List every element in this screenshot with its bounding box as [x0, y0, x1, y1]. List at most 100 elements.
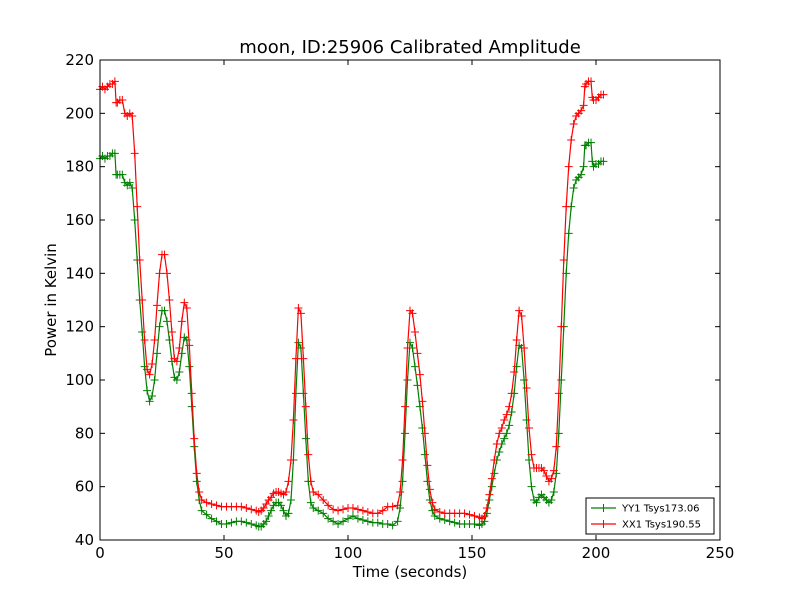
data-point-marker — [197, 496, 206, 504]
data-point-marker — [187, 389, 196, 398]
data-point-marker — [527, 482, 536, 491]
y-tick-label: 220 — [65, 51, 94, 69]
data-point-marker — [396, 488, 405, 496]
x-tick-label: 250 — [706, 544, 735, 562]
data-point-marker — [470, 520, 479, 528]
data-point-marker — [284, 509, 293, 518]
data-point-marker — [110, 149, 119, 158]
data-point-marker — [306, 477, 315, 486]
data-point-marker — [227, 518, 236, 527]
legend-marker — [599, 520, 608, 528]
data-point-marker — [490, 456, 499, 464]
data-point-marker — [299, 354, 308, 363]
data-point-marker — [177, 317, 186, 326]
data-point-marker — [319, 496, 328, 504]
legend-label: YY1 Tsys173.06 — [621, 504, 700, 515]
data-point-marker — [388, 521, 397, 530]
y-axis-title: Power in Kelvin — [42, 243, 60, 357]
data-point-marker — [401, 429, 410, 438]
data-point-marker — [155, 322, 164, 331]
data-point-marker — [423, 477, 432, 486]
data-point-marker — [482, 504, 491, 512]
data-point-marker — [502, 429, 511, 438]
data-point-marker — [242, 518, 251, 527]
data-point-marker — [435, 508, 444, 516]
data-point-marker — [289, 416, 298, 424]
data-point-marker — [564, 162, 573, 171]
data-point-marker — [140, 336, 149, 344]
data-point-marker — [286, 456, 295, 464]
data-point-marker — [420, 429, 429, 438]
data-point-marker — [373, 518, 382, 527]
data-point-marker — [579, 162, 588, 171]
data-point-marker — [190, 434, 199, 443]
data-point-marker — [329, 505, 338, 514]
data-point-marker — [143, 386, 152, 395]
x-tick-label: 200 — [582, 544, 611, 562]
data-point-marker — [410, 328, 419, 336]
data-point-marker — [339, 505, 348, 514]
data-point-marker — [247, 505, 256, 514]
data-point-marker — [522, 384, 531, 392]
data-point-marker — [172, 376, 181, 384]
data-point-marker — [552, 442, 561, 451]
legend: YY1 Tsys173.06 XX1 Tsys190.55 — [585, 497, 715, 535]
data-point-marker — [517, 312, 526, 320]
data-point-marker — [150, 376, 159, 384]
data-point-marker — [175, 368, 184, 376]
data-point-marker — [599, 90, 608, 99]
data-point-marker — [296, 344, 305, 352]
data-point-marker — [410, 362, 419, 371]
data-point-marker — [294, 338, 303, 347]
data-point-marker — [569, 184, 578, 192]
data-point-marker — [110, 77, 119, 86]
data-point-marker — [162, 269, 171, 278]
data-point-marker — [185, 341, 194, 350]
data-point-marker — [358, 516, 367, 524]
data-point-marker — [172, 357, 181, 366]
data-point-marker — [502, 410, 511, 419]
data-point-marker — [383, 520, 392, 528]
data-point-marker — [562, 202, 571, 211]
x-axis-title: Time (seconds) — [352, 563, 468, 581]
data-point-marker — [497, 424, 506, 432]
data-point-marker — [130, 149, 139, 158]
data-point-marker — [202, 498, 211, 507]
data-point-marker — [207, 514, 216, 523]
data-point-marker — [291, 389, 300, 398]
data-point-marker — [334, 520, 343, 528]
data-point-marker — [487, 474, 496, 483]
data-point-marker — [177, 349, 186, 358]
data-point-marker — [222, 520, 231, 528]
plot-area — [100, 60, 720, 540]
data-point-marker — [495, 448, 504, 456]
data-point-marker — [480, 512, 489, 520]
data-point-marker — [294, 304, 303, 312]
data-point-marker — [500, 434, 509, 443]
data-point-marker — [296, 309, 305, 318]
data-point-marker — [150, 336, 159, 344]
data-point-marker — [267, 506, 276, 515]
data-point-marker — [510, 368, 519, 376]
data-point-marker — [309, 504, 318, 512]
data-point-marker — [148, 360, 157, 368]
data-point-marker — [460, 509, 469, 518]
data-point-marker — [148, 392, 157, 400]
data-point-marker — [118, 96, 127, 104]
data-point-marker — [118, 170, 127, 179]
data-point-marker — [512, 336, 521, 344]
data-point-marker — [175, 344, 184, 352]
data-point-marker — [247, 520, 256, 528]
data-point-marker — [393, 517, 402, 526]
data-point-marker — [393, 501, 402, 510]
data-point-marker — [413, 381, 422, 390]
data-point-marker — [559, 256, 568, 264]
data-point-marker — [301, 402, 310, 411]
data-point-marker — [378, 506, 387, 515]
data-point-marker — [507, 389, 516, 398]
data-point-marker — [500, 416, 509, 424]
data-point-marker — [599, 157, 608, 166]
y-axis: 40 60 80 100 120 140 160 180 200 220 — [65, 51, 720, 549]
data-point-marker — [314, 506, 323, 515]
